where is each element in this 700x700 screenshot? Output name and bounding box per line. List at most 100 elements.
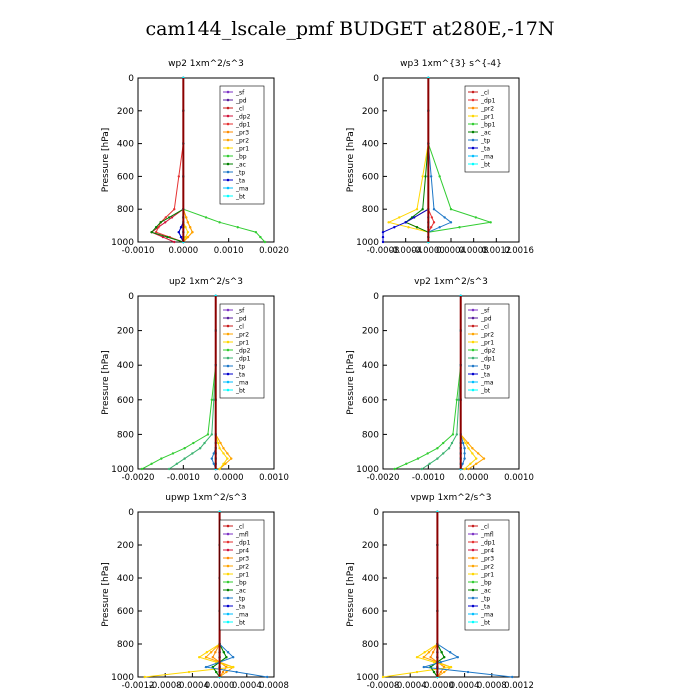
data-point [198,447,202,450]
legend-label: _pr4 [235,548,249,555]
y-tick-label: 400 [362,361,379,371]
data-point [469,462,472,466]
y-tick-label: 0 [373,508,379,518]
legend-marker [471,90,475,94]
x-tick-label: -0.0010 [412,473,445,483]
legend-label: _ma [480,154,494,161]
legend-label: _ta [235,178,245,185]
legend-marker [471,620,475,624]
y-tick-label: 800 [117,640,134,650]
plot-frame [382,511,520,678]
y-axis-label: Pressure [hPa] [346,562,356,627]
data-point [204,656,208,659]
y-tick-label: 400 [117,361,134,371]
data-point [471,447,474,450]
data-point [204,665,208,669]
panel-title: vpwp 1xm^2/s^3 [410,493,491,503]
data-point [430,216,434,219]
data-point [140,467,144,471]
data-point [173,208,176,211]
panel-2: wp3 1xm^{3} s^{-4} 0 200 400 600 800 1000 Press… [346,59,534,256]
data-point [412,216,416,219]
data-point [432,670,436,674]
data-point [214,651,217,654]
data-point [449,208,453,211]
legend-marker [226,620,230,624]
data-point [177,175,180,178]
x-tick-label: 0.0010 [259,473,289,483]
data-point [143,675,146,679]
data-point [263,240,267,244]
legend-marker [226,324,230,328]
x-tick-label: 0.0000 [205,681,235,691]
legend-label: _bp [235,580,247,587]
data-point [474,216,477,219]
data-point [457,398,460,401]
x-tick-label: 0.0004 [436,246,466,256]
data-point [438,175,441,178]
data-point [415,670,419,674]
y-tick-label: 800 [362,430,379,440]
legend-marker [471,556,475,560]
data-point [467,467,470,471]
data-point [221,670,225,674]
legend-marker [471,388,475,392]
data-point [421,208,424,211]
data-point [415,226,419,229]
legend-marker [226,186,230,190]
y-tick-label: 1000 [111,673,134,683]
data-point [511,675,514,679]
legend-label: _pr2 [480,332,494,339]
y-tick-label: 200 [362,107,379,117]
data-point [420,467,424,471]
y-tick-label: 0 [373,292,379,302]
y-tick-label: 600 [362,607,379,617]
legend-label: _pr1 [480,340,494,347]
data-point [184,216,188,219]
legend-label: _pr2 [235,564,249,571]
legend-label: _ta [480,372,490,379]
legend-marker [226,340,230,344]
data-point [466,670,470,674]
legend-label: _ta [480,604,490,611]
data-point [171,452,175,455]
data-point [381,230,385,234]
legend-marker [226,548,230,552]
data-point [466,441,470,445]
y-tick-label: 800 [117,205,134,215]
y-tick-label: 1000 [111,465,134,475]
data-point [463,457,466,460]
legend-marker [226,612,230,616]
y-axis-label: Pressure [hPa] [101,562,111,627]
legend-marker [471,356,475,360]
legend-marker [226,524,230,528]
data-point [463,452,466,455]
legend-marker [471,146,475,150]
plot-frame [382,295,520,470]
legend-marker [226,348,230,352]
data-point [204,216,208,219]
legend-label: _bt [235,194,246,201]
x-tick-label: -0.0004 [389,246,422,256]
y-tick-label: 400 [362,140,379,150]
x-tick-label: -0.0020 [367,473,400,483]
data-point [210,457,214,460]
legend-marker [471,340,475,344]
x-tick-label: 0.0000 [459,473,489,483]
data-point [191,452,194,455]
legend-marker [226,90,230,94]
data-point [461,441,465,445]
legend-marker [226,332,230,336]
data-point [254,230,258,234]
legend-label: _tp [235,364,245,371]
legend-label: _cl [235,524,244,531]
legend-marker [471,332,475,336]
data-point [393,226,396,229]
data-point [415,208,419,211]
y-tick-label: 1000 [356,673,379,683]
legend-marker [471,98,475,102]
legend-label: _tp [480,596,490,603]
data-point [224,462,227,466]
data-point [455,398,459,401]
data-point [166,235,169,239]
